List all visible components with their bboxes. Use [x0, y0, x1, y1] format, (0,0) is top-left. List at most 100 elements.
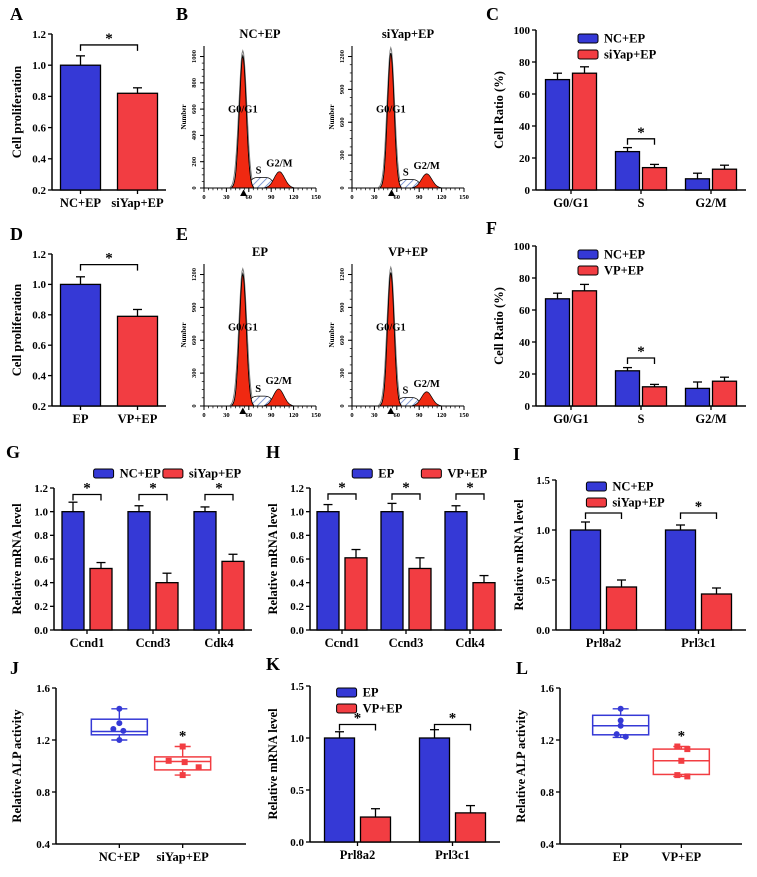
panel-J: 0.4 0.8 1.2 1.6 Relative ALP activity NC+EP * s…: [8, 676, 258, 870]
marker-triangle: [388, 189, 396, 196]
g0g1-peak: [231, 272, 255, 407]
bar: [614, 150, 641, 191]
marker-triangle: [387, 407, 395, 414]
legend-label: siYap+EP: [612, 496, 665, 510]
panel-A: 0.2 0.4 0.6 0.8 1.0 1.2 Cell proliferation NC+E…: [8, 20, 176, 220]
category-label: G0/G1: [553, 412, 588, 426]
category-label: siYap+EP: [111, 196, 164, 210]
g0g1-peak: [379, 52, 402, 189]
data-point: [179, 772, 186, 779]
g0g1-label: G0/G1: [376, 323, 406, 334]
sig-asterisk: *: [179, 729, 187, 745]
category-label: S: [638, 196, 645, 210]
y-axis-title: Number: [180, 323, 188, 348]
panel-B1: NC+EP 0 30 60 90 120 150 0 200 400 600 800 1000 Numbe…: [178, 26, 324, 208]
y-tick-label: 1.0: [290, 506, 304, 518]
sig-asterisk: *: [637, 344, 645, 360]
sig-asterisk: *: [449, 710, 457, 726]
y-tick-label: 1.0: [290, 733, 304, 745]
y-tick-label: 400: [191, 131, 198, 141]
y-tick-label: 900: [339, 303, 346, 313]
x-tick-label: 30: [223, 412, 230, 419]
panel-letter-J: J: [10, 658, 19, 678]
panel-letter-K: K: [266, 654, 281, 674]
panel-B2-chart: siYap+EP 0 30 60 90 120 150 0 300 600 900 1200 Numbe…: [328, 27, 469, 201]
y-tick-label: 900: [339, 85, 346, 95]
panel-K-chart: 0.0 0.5 1.0 1.5 Relative mRNA level Prl8a2 Prl…: [266, 681, 500, 862]
sig-bracket: [455, 493, 485, 500]
y-tick-label: 0.0: [536, 625, 550, 637]
bar: [193, 511, 217, 631]
panel-letter-G: G: [6, 442, 21, 462]
legend-swatch: [577, 49, 599, 60]
y-tick-label: 1.5: [536, 475, 550, 487]
category-label: NC+EP: [60, 196, 102, 210]
data-point: [617, 722, 624, 729]
y-tick-label: 1200: [339, 268, 346, 281]
y-tick-label: 300: [339, 150, 346, 160]
y-tick-label: 1.2: [540, 735, 554, 747]
y-tick-label: 0.8: [34, 530, 48, 542]
bar: [408, 567, 432, 631]
data-point: [195, 764, 202, 771]
y-axis-title: Number: [328, 105, 336, 130]
panel-E1: EP 0 30 60 90 120 150 0 300 600 900 1200 Number G0/G1…: [178, 244, 324, 426]
g2m-peak: [409, 391, 444, 407]
category-label: Prl8a2: [586, 636, 621, 650]
y-tick-label: 0.2: [290, 601, 304, 613]
bar: [444, 511, 468, 631]
panel-letter-H: H: [266, 442, 281, 462]
category-label: Cdk4: [204, 636, 234, 650]
sig-asterisk: *: [678, 729, 686, 745]
panel-letter-D: D: [10, 224, 23, 244]
data-point: [179, 743, 186, 750]
category-label: Ccnd1: [70, 636, 105, 650]
x-tick-label: 60: [394, 194, 401, 201]
category-label: NC+EP: [99, 850, 141, 864]
panel-D-chart: 0.2 0.4 0.6 0.8 1.0 1.2 Cell proliferation EP VP…: [10, 249, 166, 426]
category-label: G0/G1: [553, 196, 588, 210]
legend-swatch: [162, 468, 184, 479]
y-tick-label: 0: [339, 186, 346, 189]
g2m-label: G2/M: [414, 379, 440, 390]
data-point: [613, 731, 620, 738]
legend-swatch: [351, 468, 373, 479]
g2m-peak: [409, 173, 444, 189]
bar: [59, 64, 102, 191]
legend-label: NC+EP: [120, 467, 162, 481]
category-label: Prl8a2: [340, 848, 375, 862]
y-tick-label: 0: [525, 401, 531, 413]
panel-letter-E: E: [176, 224, 189, 244]
g2m-label: G2/M: [414, 161, 440, 172]
data-point: [617, 705, 624, 712]
box: [153, 756, 212, 771]
bar: [664, 529, 697, 631]
y-tick-label: 1.2: [36, 735, 50, 747]
y-tick-label: 1.2: [32, 249, 46, 261]
y-tick-label: 600: [191, 335, 198, 345]
y-tick-label: 0.8: [32, 310, 46, 322]
sig-asterisk: *: [402, 480, 410, 496]
y-axis-title: Cell Ratio (%): [492, 71, 506, 149]
data-point: [617, 717, 624, 724]
y-tick-label: 100: [514, 241, 531, 253]
y-axis-title: Relative mRNA level: [266, 708, 280, 820]
y-tick-label: 1200: [339, 50, 346, 63]
bar: [472, 582, 496, 631]
legend-swatch: [585, 481, 607, 492]
bar: [380, 511, 404, 631]
y-tick-label: 1.6: [36, 683, 50, 695]
sig-asterisk: *: [466, 480, 474, 496]
s-label: S: [255, 384, 261, 395]
y-tick-label: 0.4: [290, 577, 304, 589]
sig-bracket: [327, 493, 357, 500]
panel-J-chart: 0.4 0.8 1.2 1.6 Relative ALP activity NC+EP * s…: [10, 683, 246, 864]
legend-label: VP+EP: [604, 264, 644, 278]
y-tick-label: 0.5: [536, 575, 550, 587]
x-tick-label: 150: [311, 194, 321, 201]
y-tick-label: 0.0: [34, 625, 48, 637]
panel-K: 0.0 0.5 1.0 1.5 Relative mRNA level Prl8a2 Prl…: [264, 672, 508, 872]
y-tick-label: 0.8: [36, 787, 50, 799]
data-point: [684, 773, 691, 780]
y-axis-title: Relative mRNA level: [10, 503, 24, 615]
